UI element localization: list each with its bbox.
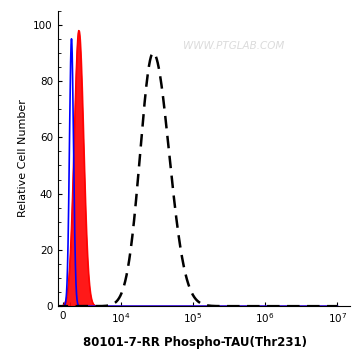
Text: 80101-7-RR Phospho-TAU(Thr231): 80101-7-RR Phospho-TAU(Thr231)	[83, 336, 307, 349]
Y-axis label: Relative Cell Number: Relative Cell Number	[18, 99, 28, 218]
Text: WWW.PTGLAB.COM: WWW.PTGLAB.COM	[183, 41, 284, 51]
